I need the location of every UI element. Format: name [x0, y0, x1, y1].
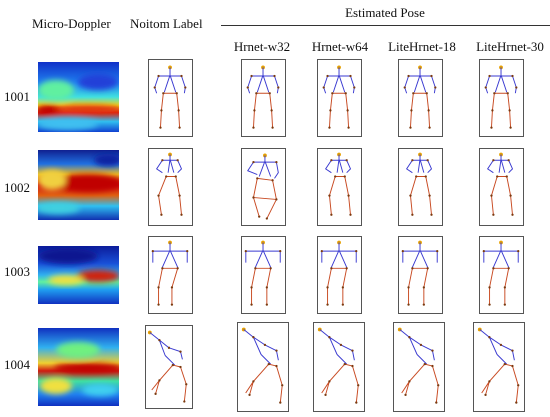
micro-doppler-image-1003 — [38, 246, 119, 304]
pose-panel-1003-noitom — [148, 236, 193, 314]
pose-panel-1002-litehrnet-30 — [479, 148, 524, 226]
model-header-litehrnet-30: LiteHrnet-30 — [476, 39, 544, 54]
pose-panel-1001-litehrnet-30 — [479, 59, 524, 137]
pose-panel-1004-noitom — [145, 325, 193, 409]
micro-doppler-image-1002 — [38, 150, 119, 220]
noitom-label-header: Noitom Label — [130, 16, 203, 31]
pose-panel-1003-litehrnet-18 — [398, 236, 443, 314]
pose-panel-1002-hrnet-w64 — [317, 148, 362, 226]
pose-panel-1002-hrnet-w32 — [241, 148, 286, 226]
pose-panel-1004-hrnet-w64 — [313, 322, 365, 412]
micro-doppler-header: Micro-Doppler — [32, 16, 111, 31]
pose-panel-1003-hrnet-w64 — [317, 236, 362, 314]
pose-panel-1001-hrnet-w32 — [241, 59, 286, 137]
pose-panel-1002-noitom — [148, 148, 193, 226]
estimated-pose-rule — [221, 25, 550, 26]
row-id-1003: 1003 — [4, 264, 30, 279]
pose-panel-1004-litehrnet-30 — [473, 322, 525, 412]
pose-panel-1001-hrnet-w64 — [317, 59, 362, 137]
model-header-litehrnet-18: LiteHrnet-18 — [388, 39, 456, 54]
estimated-pose-header: Estimated Pose — [345, 5, 425, 20]
row-id-1001: 1001 — [4, 89, 30, 104]
row-id-1004: 1004 — [4, 357, 30, 372]
pose-panel-1004-hrnet-w32 — [237, 322, 289, 412]
row-id-1002: 1002 — [4, 180, 30, 195]
micro-doppler-image-1001 — [38, 62, 119, 132]
micro-doppler-image-1004 — [38, 328, 119, 406]
model-header-hrnet-w32: Hrnet-w32 — [233, 39, 291, 54]
pose-panel-1003-litehrnet-30 — [479, 236, 524, 314]
pose-panel-1001-noitom — [148, 59, 193, 137]
pose-panel-1004-litehrnet-18 — [393, 322, 445, 412]
model-header-hrnet-w64: Hrnet-w64 — [311, 39, 369, 54]
pose-panel-1003-hrnet-w32 — [241, 236, 286, 314]
pose-panel-1001-litehrnet-18 — [398, 59, 443, 137]
pose-panel-1002-litehrnet-18 — [398, 148, 443, 226]
